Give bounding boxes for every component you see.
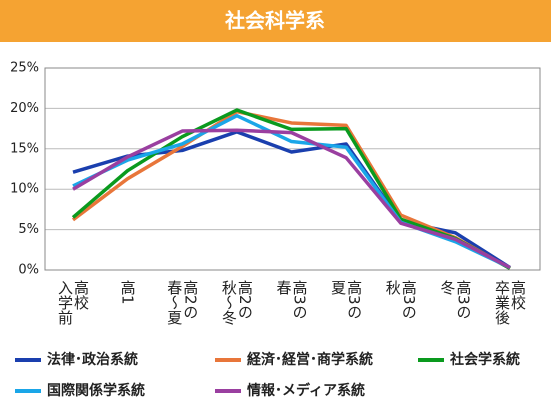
y-tick-label: 20%: [10, 101, 39, 116]
x-tick-label: 高2の: [181, 280, 200, 320]
y-tick-label: 15%: [10, 141, 39, 156]
series-line: [72, 113, 511, 270]
x-tick-label: 入学前: [56, 280, 74, 325]
x-tick-label: 高2の: [235, 280, 254, 320]
y-tick-label: 25%: [10, 61, 39, 76]
y-tick-label: 0%: [18, 263, 39, 278]
series-line: [71, 109, 511, 270]
plot-frame: [44, 67, 541, 271]
x-tick-label: 春: [274, 280, 293, 295]
series-line: [71, 108, 511, 270]
x-tick-label: 卒業後: [493, 280, 511, 325]
x-tick-label: 冬: [438, 280, 457, 295]
legend-label: 法律･政治系統: [47, 351, 138, 368]
x-tick-label: 夏: [329, 280, 348, 295]
legend-label: 国際関係学系統: [47, 382, 145, 399]
series-line: [72, 128, 511, 270]
x-tick-label: 高3の: [454, 280, 473, 320]
x-tick-label: 秋: [383, 280, 402, 295]
x-tick-label: 高3の: [399, 280, 418, 320]
y-tick-label: 5%: [18, 222, 39, 237]
x-tick-label: 秋～冬: [219, 280, 238, 325]
legend-label: 情報･メディア系統: [247, 382, 365, 399]
chart-title: 社会科学系: [224, 9, 325, 33]
legend-label: 社会学系統: [449, 351, 520, 368]
x-tick-label: 高3の: [290, 280, 309, 320]
legend-label: 経済･経営･商学系統: [247, 351, 373, 368]
header-band: [0, 0, 551, 42]
x-tick-label: 高3の: [345, 280, 364, 320]
x-tick-label: 高1: [118, 280, 137, 305]
x-tick-label: 高校: [72, 280, 90, 310]
x-tick-label: 高校: [509, 280, 527, 310]
x-tick-label: 春～夏: [165, 280, 184, 325]
y-tick-label: 10%: [10, 182, 39, 197]
